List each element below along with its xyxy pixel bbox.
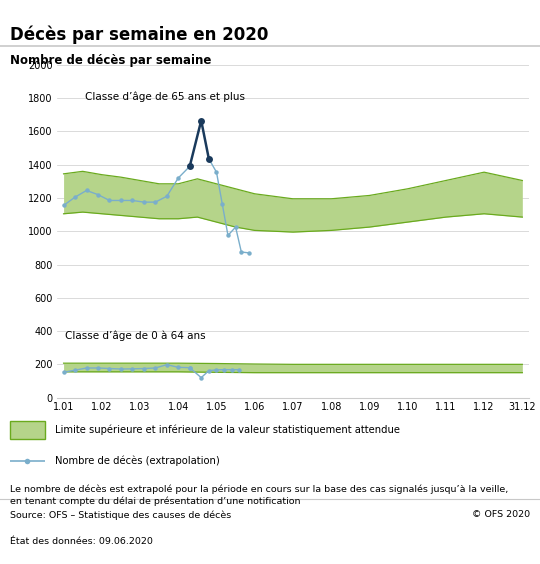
Text: © OFS 2020: © OFS 2020 — [472, 510, 530, 519]
Text: État des données: 09.06.2020: État des données: 09.06.2020 — [10, 537, 153, 546]
Text: Décès par semaine en 2020: Décès par semaine en 2020 — [10, 25, 268, 44]
Text: Classe d’âge de 65 ans et plus: Classe d’âge de 65 ans et plus — [85, 91, 245, 102]
Text: Nombre de décès par semaine: Nombre de décès par semaine — [10, 54, 211, 67]
Text: Source: OFS – Statistique des causes de décès: Source: OFS – Statistique des causes de … — [10, 510, 231, 520]
Text: Classe d’âge de 0 à 64 ans: Classe d’âge de 0 à 64 ans — [65, 330, 206, 341]
Text: Limite supérieure et inférieure de la valeur statistiquement attendue: Limite supérieure et inférieure de la va… — [55, 425, 400, 435]
Text: Nombre de décès (extrapolation): Nombre de décès (extrapolation) — [55, 456, 219, 466]
Text: Le nombre de décès est extrapolé pour la période en cours sur la base des cas si: Le nombre de décès est extrapolé pour la… — [10, 484, 508, 506]
